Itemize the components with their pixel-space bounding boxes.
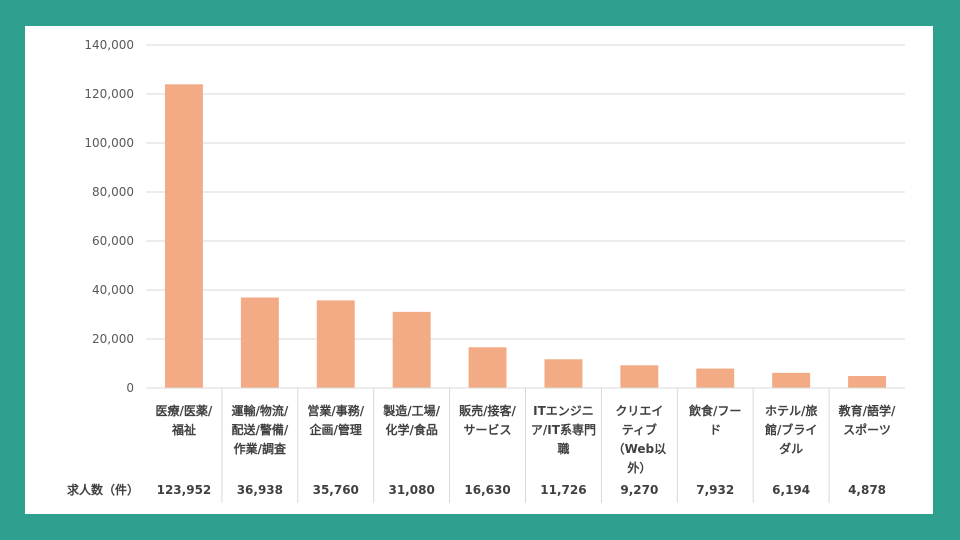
y-tick-label: 0 bbox=[126, 381, 134, 395]
x-category-label: 営業/事務/企画/管理 bbox=[307, 403, 364, 437]
x-category-label: 運輸/物流/配送/警備/作業/調査 bbox=[231, 403, 288, 456]
chart-panel: 0 20,000 40,000 60,000 80,000 100,000 120,000 1… bbox=[25, 26, 933, 514]
y-tick-label: 120,000 bbox=[84, 87, 134, 101]
x-category-label: 販売/接客/サービス bbox=[459, 403, 516, 437]
x-category-label-line: ア/IT系専門 bbox=[531, 422, 596, 437]
x-category-label: クリエイティブ （Web以外） bbox=[613, 404, 667, 475]
value-label: 4,878 bbox=[848, 483, 886, 497]
x-category-label-line: ド bbox=[709, 423, 721, 437]
value-label: 9,270 bbox=[620, 483, 658, 497]
x-category-label: ITエンジニア/IT系専門職 bbox=[531, 404, 596, 456]
x-category-label-line: 営業/事務/ bbox=[307, 403, 364, 418]
bar bbox=[468, 347, 507, 388]
x-category-label-line: ホテル/旅 bbox=[765, 403, 817, 418]
bar bbox=[696, 368, 735, 388]
x-category-label: 教育/語学/スポーツ bbox=[838, 403, 896, 437]
x-category-label-line: 運輸/物流/ bbox=[231, 403, 288, 418]
x-category-label: ホテル/旅館/ブライダル bbox=[764, 403, 817, 456]
x-category-label-line: 飲食/フー bbox=[688, 403, 741, 418]
value-label: 35,760 bbox=[313, 483, 359, 497]
x-category-label-line: 製造/工場/ bbox=[382, 403, 440, 418]
x-category-label-line: 教育/語学/ bbox=[838, 403, 896, 418]
value-label: 16,630 bbox=[464, 483, 510, 497]
y-tick-label: 80,000 bbox=[92, 185, 134, 199]
bar bbox=[316, 300, 355, 388]
x-category-label-line: 職 bbox=[557, 441, 569, 456]
value-label: 36,938 bbox=[237, 483, 283, 497]
bar bbox=[544, 359, 583, 388]
value-label: 31,080 bbox=[388, 483, 434, 497]
x-category-label-line: ITエンジニ bbox=[533, 404, 594, 418]
y-tick-label: 40,000 bbox=[92, 283, 134, 297]
y-tick-label: 20,000 bbox=[92, 332, 134, 346]
x-category-label-line: ダル bbox=[779, 441, 803, 456]
x-category-label-line: スポーツ bbox=[843, 422, 891, 437]
bar-chart: 0 20,000 40,000 60,000 80,000 100,000 120,000 1… bbox=[67, 38, 905, 503]
x-category-label-line: 福祉 bbox=[171, 422, 196, 437]
bar bbox=[848, 376, 887, 388]
x-category-label-line: 企画/管理 bbox=[309, 422, 362, 437]
y-tick-label: 100,000 bbox=[84, 136, 134, 150]
bar bbox=[164, 84, 203, 388]
value-label: 7,932 bbox=[696, 483, 734, 497]
x-category-label-line: 医療/医薬/ bbox=[156, 403, 213, 418]
x-category-label-line: 配送/警備/ bbox=[231, 422, 288, 437]
x-category-label-line: （Web以 bbox=[613, 441, 667, 456]
x-category-label: 飲食/フード bbox=[688, 403, 741, 437]
x-category-label: 医療/医薬/福祉 bbox=[156, 403, 213, 437]
x-category-label-line: クリエイ bbox=[615, 404, 663, 418]
y-tick-label: 140,000 bbox=[84, 38, 134, 52]
value-label: 6,194 bbox=[772, 483, 810, 497]
bar bbox=[772, 372, 811, 388]
bar bbox=[392, 311, 431, 388]
x-category-label-line: ティブ bbox=[622, 422, 657, 437]
x-category-label: 製造/工場/化学/食品 bbox=[382, 403, 440, 437]
x-category-label-line: 販売/接客/ bbox=[459, 403, 516, 418]
x-category-label-line: サービス bbox=[464, 422, 512, 437]
x-category-label-line: 外） bbox=[627, 460, 651, 475]
x-category-label-line: 作業/調査 bbox=[234, 441, 287, 456]
bar bbox=[620, 365, 659, 388]
value-label: 123,952 bbox=[157, 483, 212, 497]
x-category-label-line: 館/ブライ bbox=[764, 422, 817, 437]
bar bbox=[240, 297, 279, 388]
x-category-label-line: 化学/食品 bbox=[385, 422, 437, 437]
table-row-title: 求人数（件） bbox=[67, 482, 139, 497]
y-tick-label: 60,000 bbox=[92, 234, 134, 248]
value-label: 11,726 bbox=[540, 483, 586, 497]
